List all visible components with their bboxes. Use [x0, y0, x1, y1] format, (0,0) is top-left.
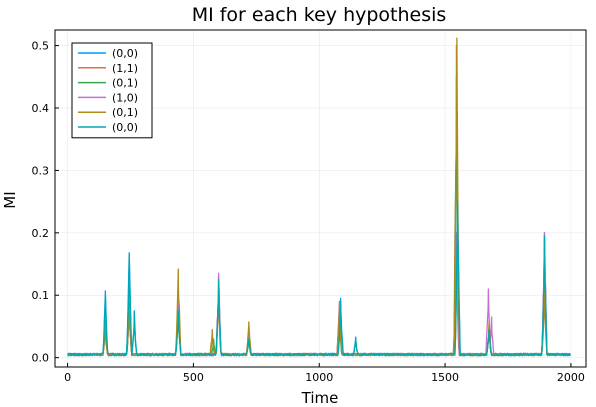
- x-tick-label: 500: [183, 371, 204, 384]
- legend-label: (1,1): [112, 62, 138, 75]
- series-line: [67, 197, 571, 357]
- legend: (0,0)(1,1)(0,1)(1,0)(0,1)(0,0): [71, 42, 153, 139]
- y-tick-label: 0.1: [32, 289, 50, 302]
- ticks: 0 500 1000 1500 2000 0.0 0.1 0.2 0.3 0.4 0.5: [32, 40, 585, 384]
- legend-label: (0,1): [112, 77, 138, 90]
- series-line: [66, 232, 571, 357]
- legend-label: (0,1): [112, 106, 138, 119]
- legend-label: (0,0): [112, 47, 138, 60]
- x-tick-label: 0: [64, 371, 71, 384]
- x-tick-label: 1000: [305, 371, 333, 384]
- y-tick-label: 0.0: [32, 352, 50, 365]
- chart-title: MI for each key hypothesis: [192, 4, 447, 26]
- y-tick-label: 0.4: [32, 102, 50, 115]
- x-tick-label: 1500: [431, 371, 459, 384]
- legend-box: [71, 42, 153, 139]
- y-tick-label: 0.5: [32, 40, 50, 53]
- y-tick-label: 0.2: [32, 227, 50, 240]
- plot-frame: [54, 29, 587, 368]
- x-tick-label: 2000: [557, 371, 585, 384]
- series-group: [66, 37, 572, 357]
- legend-label: (1,0): [112, 91, 138, 104]
- y-tick-label: 0.3: [32, 164, 50, 177]
- x-axis-label: Time: [301, 389, 339, 407]
- series-line: [67, 200, 571, 357]
- legend-label: (0,0): [112, 121, 138, 134]
- y-axis-label: MI: [1, 191, 19, 208]
